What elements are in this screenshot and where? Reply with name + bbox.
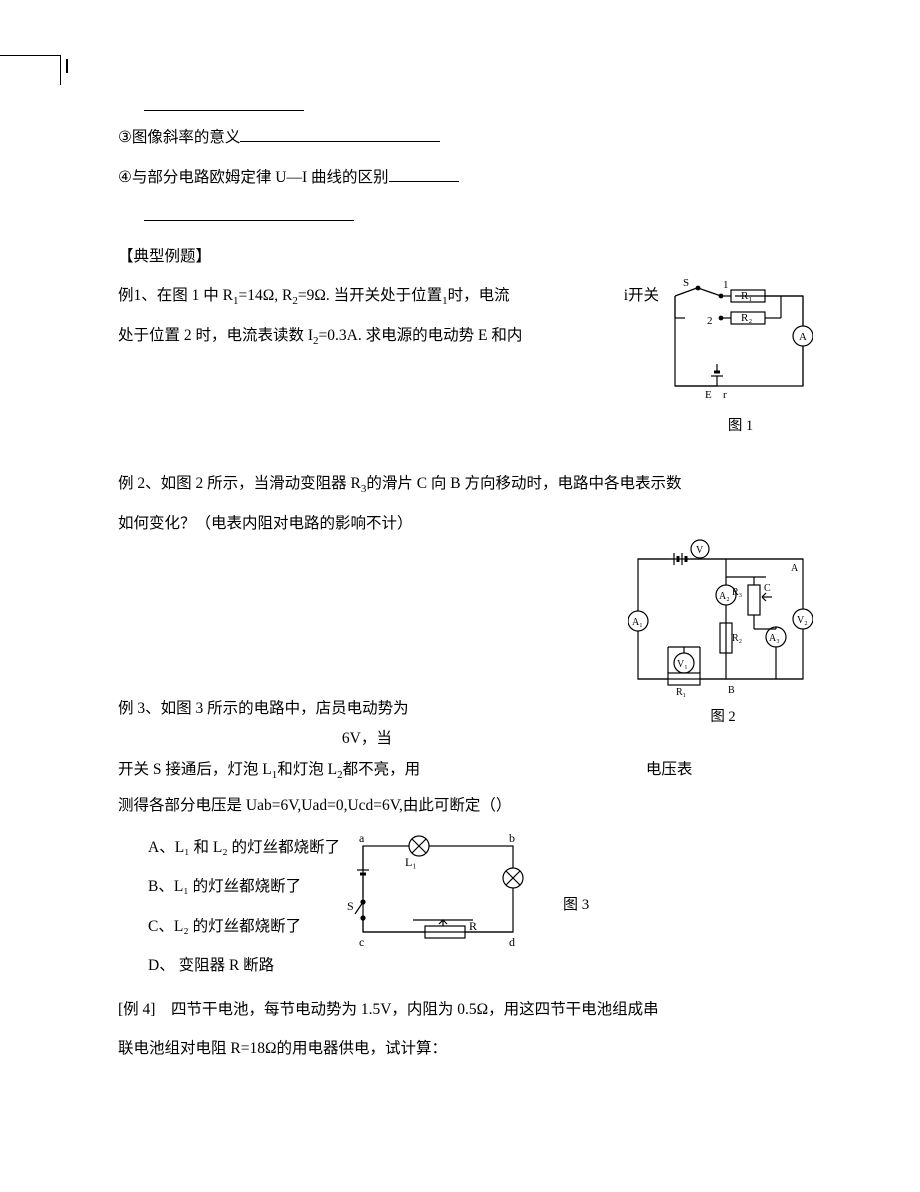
lbl-R1: R₁ xyxy=(741,290,752,302)
q1-tail: i开关 xyxy=(624,276,659,316)
lbl-A1: A₁ xyxy=(632,617,643,628)
q1-t6: =0.3A. 求电源的电动势 E 和内 xyxy=(319,327,523,344)
blank-line-top xyxy=(144,110,304,111)
q3-options: A、L₁ 和 L₂ 的灯丝都烧断了 B、L₁ 的灯丝都烧断了 C、L₂ 的灯丝都… xyxy=(118,828,343,986)
circuit-1-svg: S 1 2 R₁ R₂ A E r xyxy=(663,276,813,406)
question-1: S 1 2 R₁ R₂ A E r 图 1 例1、在图 1 中 R 1 =14Ω, … xyxy=(118,276,818,456)
lbl-E: E xyxy=(705,389,712,401)
q3-t2c: 都不亮，用 xyxy=(343,761,421,778)
q1-t4: 时，电流 xyxy=(448,287,510,304)
text-3: 图像斜率的意义 xyxy=(132,129,241,146)
circuit-2-svg: V A₁ A₂ A₃ V₁ V₂ R₁ R₂ R₃ A B C xyxy=(628,537,813,697)
lbl-V1: V₁ xyxy=(677,659,688,670)
blank-4 xyxy=(389,163,459,181)
question-3: 例 3、如图 3 所示的电路中，店员电动势为 6V，当 开关 S 接通后，灯泡 … xyxy=(118,694,818,986)
lbl-Cnode: C xyxy=(764,583,771,594)
q3-t1: 例 3、如图 3 所示的电路中，店员电动势为 xyxy=(118,700,409,717)
lbl-c: c xyxy=(359,935,364,949)
lbl-r: r xyxy=(723,389,727,401)
line-3: ③图像斜率的意义 xyxy=(118,118,818,158)
lbl-L1: L₁ xyxy=(405,855,417,869)
q3-optC: C、L₂ 的灯丝都烧断了 xyxy=(118,907,343,947)
q4-line1: [例 4] 四节干电池，每节电动势为 1.5V，内阻为 0.5Ω，用这四节干电池… xyxy=(118,990,818,1030)
question-4: [例 4] 四节干电池，每节电动势为 1.5V，内阻为 0.5Ω，用这四节干电池… xyxy=(118,990,818,1069)
q1-t1: 例1、在图 1 中 R xyxy=(118,287,233,304)
q3-optD: D、 变阻器 R 断路 xyxy=(118,946,343,986)
lbl-1: 1 xyxy=(723,279,729,291)
text-4: 与部分电路欧姆定律 U—I 曲线的区别 xyxy=(132,169,389,186)
lbl-V2: V₂ xyxy=(797,615,808,626)
q1-t3: =9Ω. 当开关处于位置 xyxy=(298,287,442,304)
section-title: 【典型例题】 xyxy=(118,237,818,277)
fig3-caption: 图 3 xyxy=(533,886,589,924)
lbl-V: V xyxy=(696,545,704,556)
q1-t2: =14Ω, R xyxy=(238,287,292,304)
q3-t2d: 电压表 xyxy=(646,761,693,778)
lbl-R: R xyxy=(469,919,477,933)
q3-line1: 例 3、如图 3 所示的电路中，店员电动势为 6V，当 xyxy=(118,694,818,754)
lbl-R3b: R₃ xyxy=(732,587,742,598)
q3-t1b: 6V，当 xyxy=(342,730,392,747)
q4-line2: 联电池组对电阻 R=18Ω的用电器供电，试计算： xyxy=(118,1029,818,1069)
num-3: ③ xyxy=(118,129,132,146)
q1-t5: 处于位置 2 时，电流表读数 I xyxy=(118,327,313,344)
q3-options-row: A、L₁ 和 L₂ 的灯丝都烧断了 B、L₁ 的灯丝都烧断了 C、L₂ 的灯丝都… xyxy=(118,826,818,986)
lbl-R2b: R₂ xyxy=(732,633,742,644)
blank-3 xyxy=(240,124,440,142)
lbl-2: 2 xyxy=(707,315,713,327)
lbl-R2: R₂ xyxy=(741,312,752,324)
q2-line1: 例 2、如图 2 所示，当滑动变阻器 R3的滑片 C 向 B 方向移动时，电路中… xyxy=(118,464,818,504)
blank-line-below xyxy=(118,197,818,237)
num-4: ④ xyxy=(118,169,132,186)
fig1-caption: 图 1 xyxy=(663,408,818,445)
line-4: ④与部分电路欧姆定律 U—I 曲线的区别 xyxy=(118,158,818,198)
lbl-A: A xyxy=(799,331,807,343)
content: ③图像斜率的意义 ④与部分电路欧姆定律 U—I 曲线的区别 【典型例题】 xyxy=(118,118,818,1069)
q3-t2a: 开关 S 接通后，灯泡 L xyxy=(118,761,272,778)
page: ③图像斜率的意义 ④与部分电路欧姆定律 U—I 曲线的区别 【典型例题】 xyxy=(0,0,920,1192)
q3-line2: 开关 S 接通后，灯泡 L1和灯泡 L2都不亮，用 电压表 xyxy=(118,755,818,787)
q3-t2b: 和灯泡 L xyxy=(277,761,337,778)
q2-t2: 的滑片 C 向 B 方向移动时，电路中各电表示数 xyxy=(366,475,681,492)
figure-3: a b c d L₁ R S xyxy=(343,826,533,956)
q3-line3: 测得各部分电压是 Uab=6V,Uad=0,Ucd=6V,由此可断定（） xyxy=(118,786,818,826)
lbl-A2: A₂ xyxy=(719,591,730,602)
figure-1: S 1 2 R₁ R₂ A E r 图 1 xyxy=(663,276,818,445)
lbl-A3: A₃ xyxy=(769,633,780,644)
circuit-3-svg: a b c d L₁ R S xyxy=(343,826,533,956)
lbl-b: b xyxy=(509,831,515,845)
lbl-d: d xyxy=(509,935,515,949)
q3-optB: B、L₁ 的灯丝都烧断了 xyxy=(118,867,343,907)
q2-t1: 例 2、如图 2 所示，当滑动变阻器 R xyxy=(118,475,361,492)
lbl-S: S xyxy=(683,277,689,289)
lbl-Sw: S xyxy=(347,899,354,913)
lbl-a: a xyxy=(359,831,365,845)
q3-optA: A、L₁ 和 L₂ 的灯丝都烧断了 xyxy=(118,828,343,868)
lbl-Anode: A xyxy=(791,563,799,574)
